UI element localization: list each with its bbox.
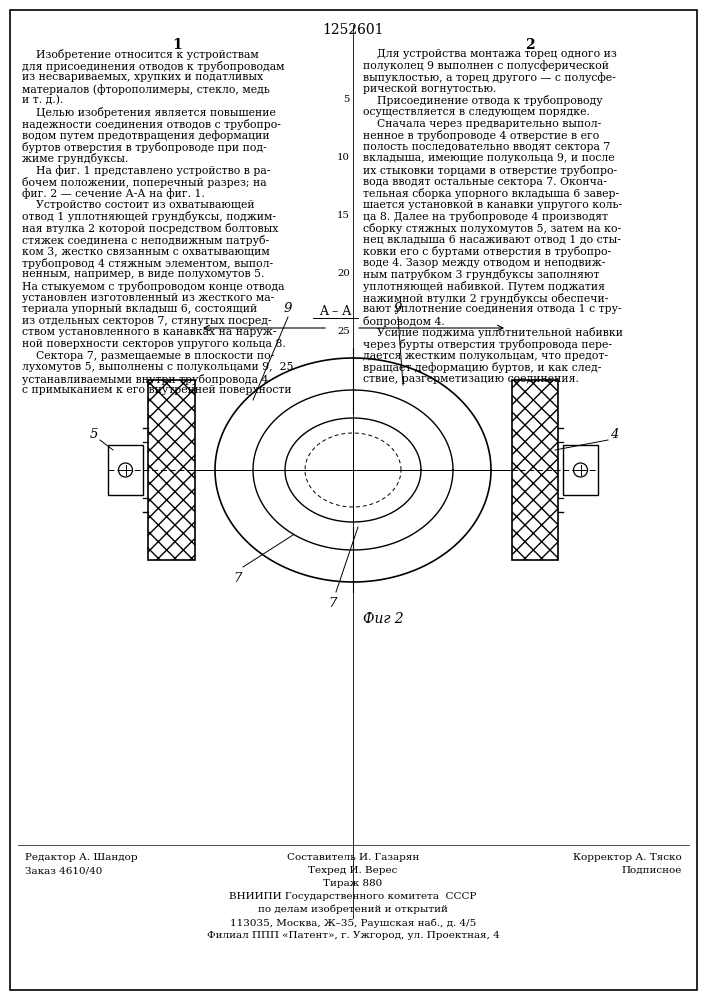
Text: воде 4. Зазор между отводом и неподвиж-: воде 4. Зазор между отводом и неподвиж-: [363, 258, 605, 268]
Text: Устройство состоит из охватывающей: Устройство состоит из охватывающей: [36, 200, 255, 210]
Text: вода вводят остальные сектора 7. Оконча-: вода вводят остальные сектора 7. Оконча-: [363, 177, 607, 187]
Bar: [512, 380, 558, 560]
Text: нец вкладыша 6 насаживают отвод 1 до сты-: нец вкладыша 6 насаживают отвод 1 до сты…: [363, 235, 621, 245]
Text: ным патрубком 3 грундбуксы заполняют: ным патрубком 3 грундбуксы заполняют: [363, 269, 600, 280]
Text: ненным, например, в виде полухомутов 5.: ненным, например, в виде полухомутов 5.: [22, 269, 264, 279]
Text: 7: 7: [234, 572, 243, 585]
Text: фиг. 2 — сечение А-А на фиг. 1.: фиг. 2 — сечение А-А на фиг. 1.: [22, 188, 205, 199]
Text: ковки его с буртами отверстия в трубопро-: ковки его с буртами отверстия в трубопро…: [363, 246, 611, 257]
Text: и т. д.).: и т. д.).: [22, 95, 64, 106]
Text: водом путем предотвращения деформации: водом путем предотвращения деформации: [22, 130, 269, 141]
Text: лухомутов 5, выполнены с полукольцами 9,  25: лухомутов 5, выполнены с полукольцами 9,…: [22, 362, 293, 372]
Text: Изобретение относится к устройствам: Изобретение относится к устройствам: [36, 49, 259, 60]
Text: 10: 10: [337, 153, 350, 162]
Text: Редактор А. Шандор: Редактор А. Шандор: [25, 853, 138, 862]
Text: ВНИИПИ Государственного комитета  СССР: ВНИИПИ Государственного комитета СССР: [229, 892, 477, 901]
Text: 1: 1: [172, 38, 182, 52]
Text: полуколец 9 выполнен с полусферической: полуколец 9 выполнен с полусферической: [363, 61, 609, 71]
Text: A – A: A – A: [319, 305, 351, 318]
Text: На фиг. 1 представлено устройство в ра-: На фиг. 1 представлено устройство в ра-: [36, 165, 270, 176]
Text: Составитель И. Газарян: Составитель И. Газарян: [287, 853, 419, 862]
Text: Филиал ППП «Патент», г. Ужгород, ул. Проектная, 4: Филиал ППП «Патент», г. Ужгород, ул. Про…: [206, 931, 499, 940]
Text: Усилие поджима уплотнительной набивки: Усилие поджима уплотнительной набивки: [377, 327, 623, 338]
Text: 113035, Москва, Ж–35, Раушская наб., д. 4/5: 113035, Москва, Ж–35, Раушская наб., д. …: [230, 918, 476, 928]
Text: ная втулка 2 которой посредством болтовых: ная втулка 2 которой посредством болтовы…: [22, 223, 279, 234]
Circle shape: [573, 463, 588, 477]
Text: трубопровод 4 стяжным элементом, выпол-: трубопровод 4 стяжным элементом, выпол-: [22, 258, 273, 269]
Text: Тираж 880: Тираж 880: [323, 879, 382, 888]
Text: ствие, разгерметизацию соединения.: ствие, разгерметизацию соединения.: [363, 374, 579, 384]
Text: по делам изобретений и открытий: по делам изобретений и открытий: [258, 905, 448, 914]
Text: Техред И. Верес: Техред И. Верес: [308, 866, 397, 875]
Text: материалов (фторополимеры, стекло, медь: материалов (фторополимеры, стекло, медь: [22, 84, 270, 95]
Text: шается установкой в канавки упругого коль-: шается установкой в канавки упругого кол…: [363, 200, 622, 210]
Text: 20: 20: [337, 269, 350, 278]
Bar: [563, 445, 598, 495]
Bar: [148, 380, 195, 560]
Text: полость последовательно вводят сектора 7: полость последовательно вводят сектора 7: [363, 142, 610, 152]
Text: стяжек соединена с неподвижным патруб-: стяжек соединена с неподвижным патруб-: [22, 235, 269, 246]
Text: териала упорный вкладыш 6, состоящий: териала упорный вкладыш 6, состоящий: [22, 304, 257, 314]
Text: На стыкуемом с трубопроводом конце отвода: На стыкуемом с трубопроводом конце отвод…: [22, 281, 284, 292]
Text: 25: 25: [337, 327, 350, 336]
Text: Для устройства монтажа торец одного из: Для устройства монтажа торец одного из: [377, 49, 617, 59]
Text: Подписное: Подписное: [621, 866, 682, 875]
Text: Сначала через предварительно выпол-: Сначала через предварительно выпол-: [377, 119, 601, 129]
Text: их стыковки торцами в отверстие трубопро-: их стыковки торцами в отверстие трубопро…: [363, 165, 617, 176]
Text: 2: 2: [525, 38, 534, 52]
Text: 9: 9: [284, 302, 292, 315]
Text: ной поверхности секторов упругого кольца 8.: ной поверхности секторов упругого кольца…: [22, 339, 286, 349]
Text: устанавливаемыми внутри трубопровода 4: устанавливаемыми внутри трубопровода 4: [22, 374, 269, 385]
Text: Фиг 2: Фиг 2: [363, 612, 403, 626]
Text: жиме грундбуксы.: жиме грундбуксы.: [22, 153, 129, 164]
Text: для присоединения отводов к трубопроводам: для присоединения отводов к трубопровода…: [22, 61, 284, 72]
Text: Корректор А. Тяско: Корректор А. Тяско: [573, 853, 682, 862]
Text: ством установленного в канавках на наруж-: ством установленного в канавках на наруж…: [22, 327, 276, 337]
Text: отвод 1 уплотняющей грундбуксы, поджим-: отвод 1 уплотняющей грундбуксы, поджим-: [22, 211, 276, 222]
Text: 5: 5: [344, 95, 350, 104]
Text: из несвариваемых, хрупких и податливых: из несвариваемых, хрупких и податливых: [22, 72, 263, 82]
Text: выпуклостью, а торец другого — с полусфе-: выпуклостью, а торец другого — с полусфе…: [363, 72, 616, 83]
Text: буртов отверстия в трубопроводе при под-: буртов отверстия в трубопроводе при под-: [22, 142, 267, 153]
Text: бочем положении, поперечный разрез; на: бочем положении, поперечный разрез; на: [22, 177, 267, 188]
Text: вкладыша, имеющие полукольца 9, и после: вкладыша, имеющие полукольца 9, и после: [363, 153, 614, 163]
Text: из отдельных секторов 7, стянутых посред-: из отдельных секторов 7, стянутых посред…: [22, 316, 271, 326]
Text: уплотняющей набивкой. Путем поджатия: уплотняющей набивкой. Путем поджатия: [363, 281, 605, 292]
Text: Присоединение отвода к трубопроводу: Присоединение отвода к трубопроводу: [377, 95, 602, 106]
Text: установлен изготовленный из жесткого ма-: установлен изготовленный из жесткого ма-: [22, 293, 274, 303]
Text: 9: 9: [394, 302, 402, 315]
Text: 7: 7: [329, 597, 337, 610]
Circle shape: [119, 463, 132, 477]
Text: Заказ 4610/40: Заказ 4610/40: [25, 866, 103, 875]
Text: бопроводом 4.: бопроводом 4.: [363, 316, 445, 327]
Text: Целью изобретения является повышение: Целью изобретения является повышение: [36, 107, 276, 118]
Text: ком 3, жестко связанным с охватывающим: ком 3, жестко связанным с охватывающим: [22, 246, 270, 256]
Text: через бурты отверстия трубопровода пере-: через бурты отверстия трубопровода пере-: [363, 339, 612, 350]
Text: 1252601: 1252601: [322, 23, 384, 37]
Text: вращает деформацию буртов, и как след-: вращает деформацию буртов, и как след-: [363, 362, 602, 373]
Text: 4: 4: [610, 428, 619, 442]
Text: надежности соединения отводов с трубопро-: надежности соединения отводов с трубопро…: [22, 119, 281, 130]
Text: осуществляется в следующем порядке.: осуществляется в следующем порядке.: [363, 107, 590, 117]
Text: рической вогнутостью.: рической вогнутостью.: [363, 84, 496, 94]
Text: дается жестким полукольцам, что предот-: дается жестким полукольцам, что предот-: [363, 351, 608, 361]
Text: Сектора 7, размещаемые в плоскости по-: Сектора 7, размещаемые в плоскости по-: [36, 351, 274, 361]
Text: 15: 15: [337, 211, 350, 220]
Text: 5: 5: [90, 428, 98, 442]
Text: ненное в трубопроводе 4 отверстие в его: ненное в трубопроводе 4 отверстие в его: [363, 130, 600, 141]
Text: с примыканием к его внутренней поверхности: с примыканием к его внутренней поверхнос…: [22, 385, 291, 395]
Text: тельная сборка упорного вкладыша 6 завер-: тельная сборка упорного вкладыша 6 завер…: [363, 188, 619, 199]
Text: нажимной втулки 2 грундбуксы обеспечи-: нажимной втулки 2 грундбуксы обеспечи-: [363, 293, 609, 304]
Text: сборку стяжных полухомутов 5, затем на ко-: сборку стяжных полухомутов 5, затем на к…: [363, 223, 621, 234]
Bar: [108, 445, 143, 495]
Text: вают уплотнение соединения отвода 1 с тру-: вают уплотнение соединения отвода 1 с тр…: [363, 304, 621, 314]
Text: ца 8. Далее на трубопроводе 4 производят: ца 8. Далее на трубопроводе 4 производят: [363, 211, 608, 222]
